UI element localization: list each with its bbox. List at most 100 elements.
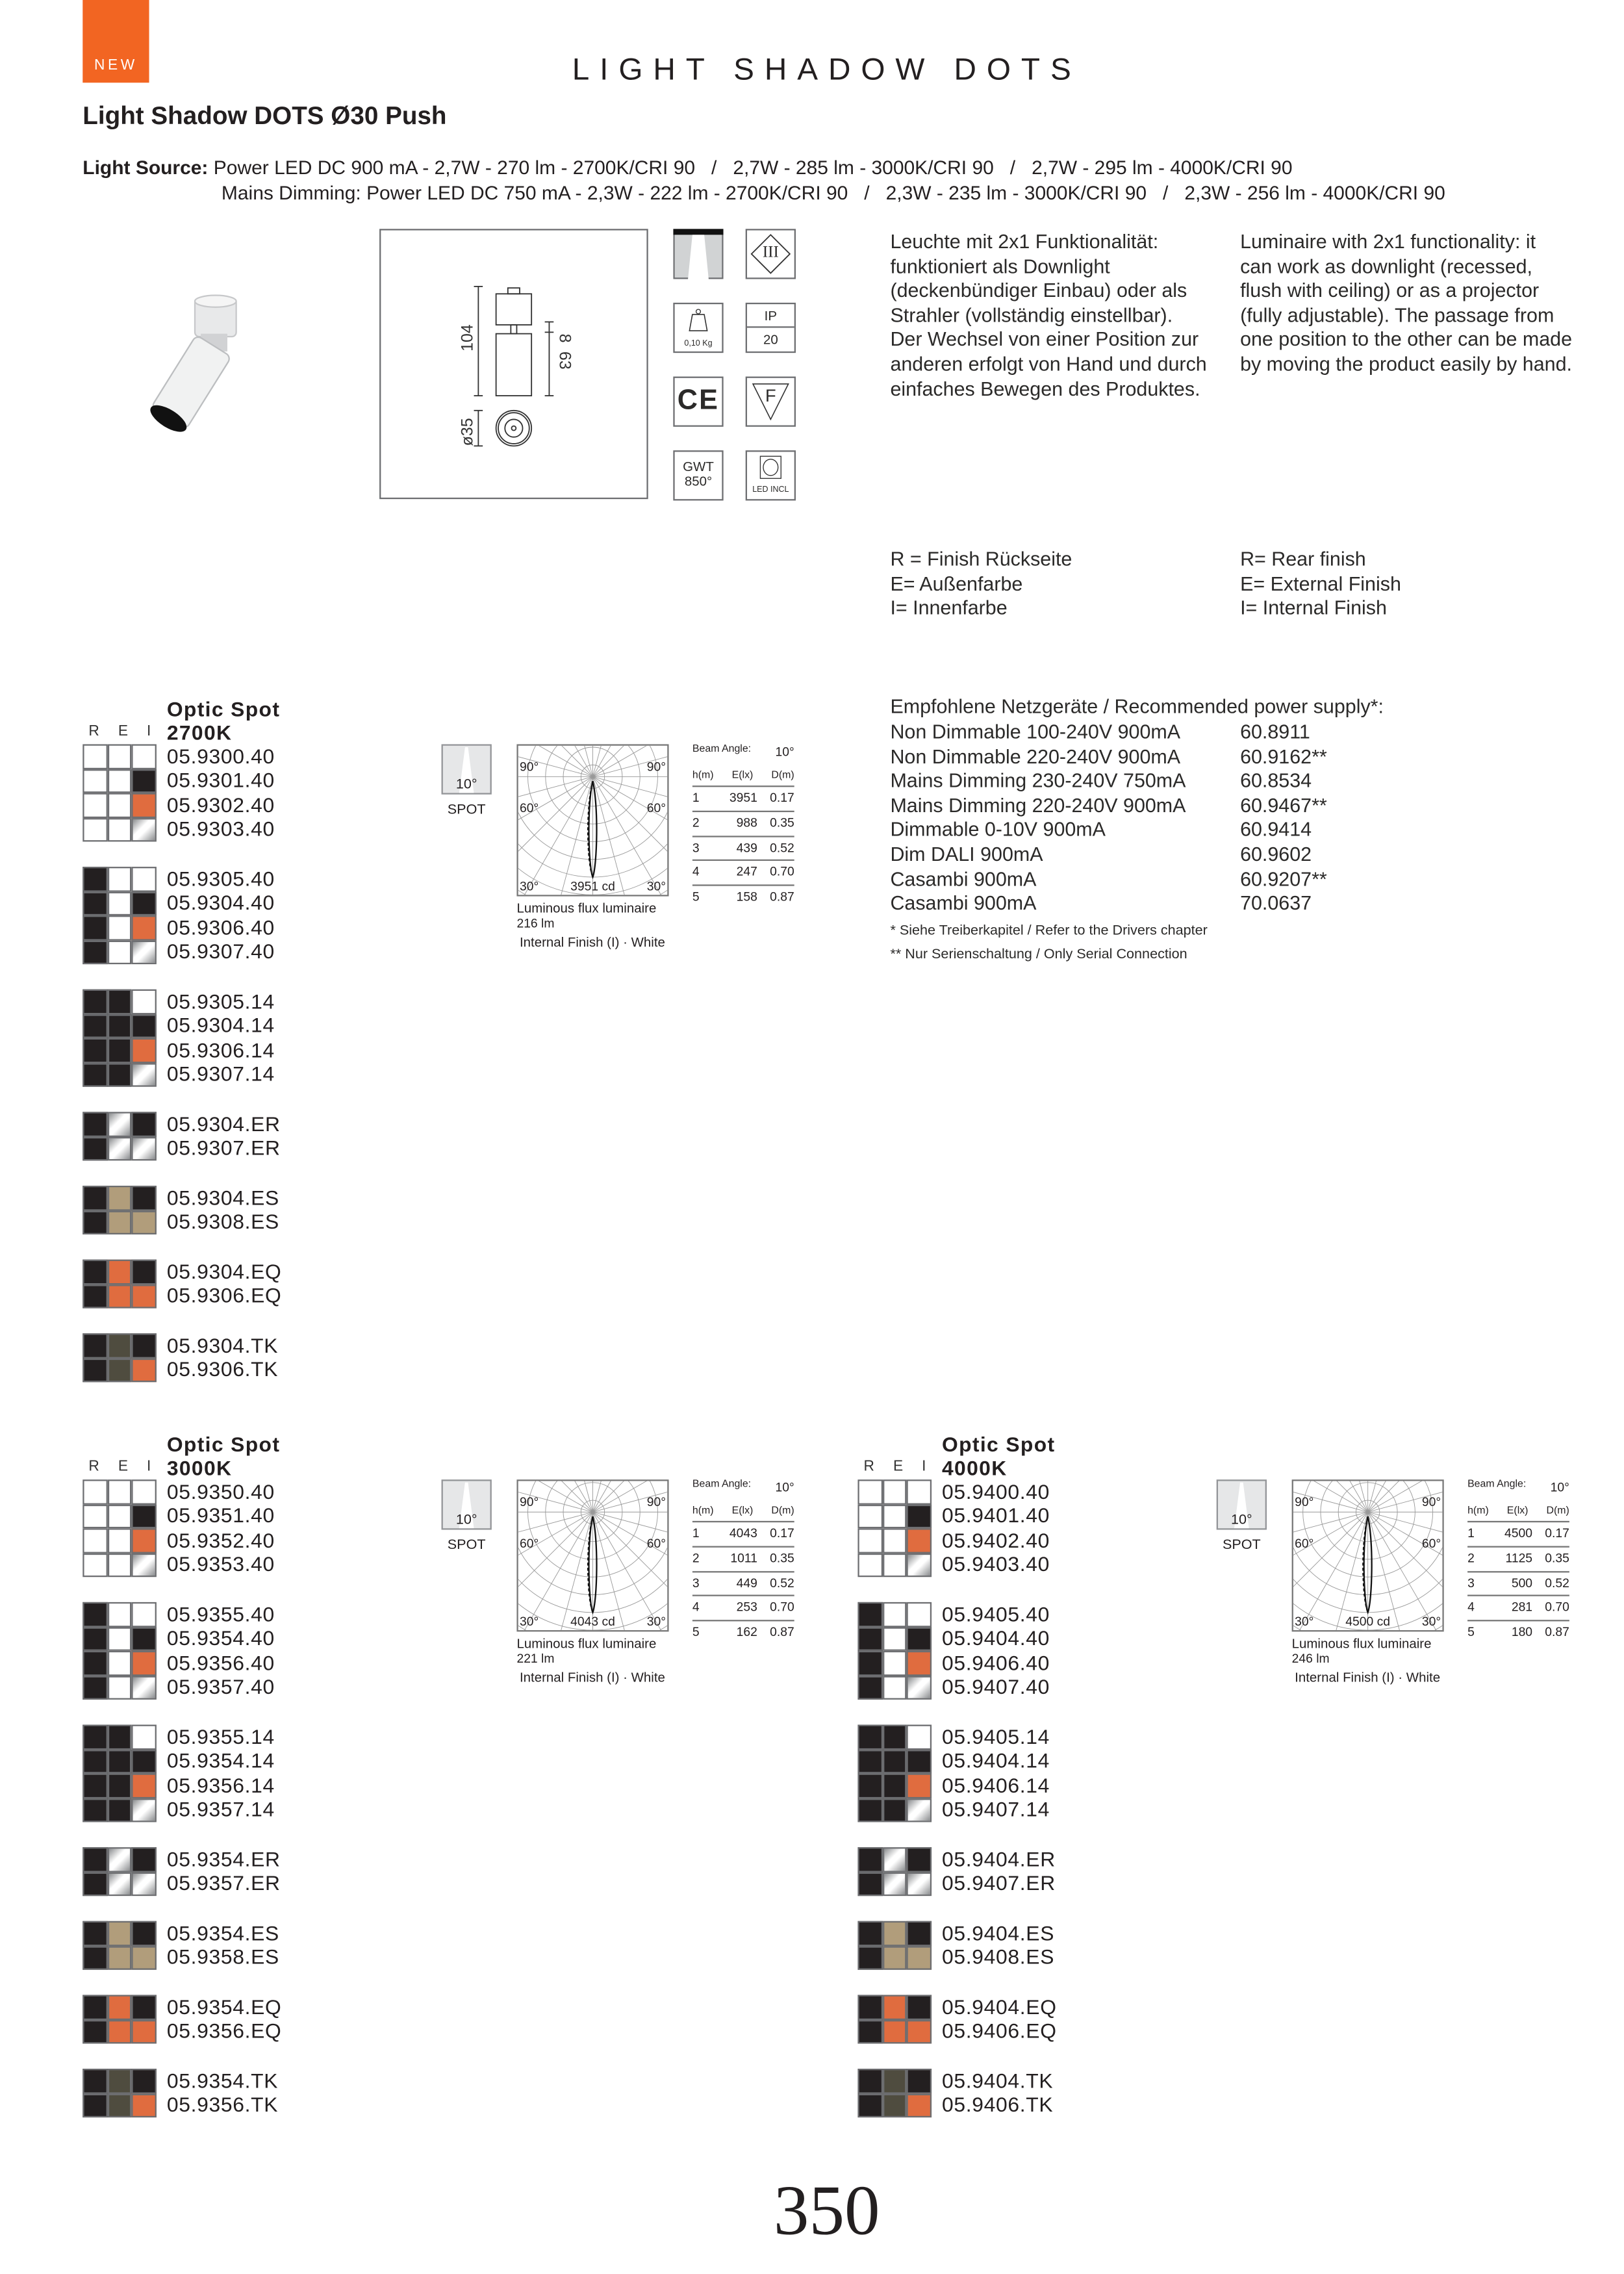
finish-swatch (107, 1602, 132, 1627)
polar-label-60-left: 60° (519, 800, 539, 815)
table-cell: 0.87 (770, 1624, 794, 1640)
led-included-label: LED INCL (752, 485, 789, 495)
section-title: Optic Spot (941, 1432, 1056, 1456)
finish-swatch (82, 867, 107, 891)
dim-gap: 8 (555, 334, 574, 343)
finish-swatch (131, 1749, 156, 1774)
finish-swatch (857, 1602, 882, 1627)
ce-mark-icon: CE (673, 376, 724, 427)
finish-swatch (107, 1528, 132, 1553)
finish-swatch (82, 1995, 107, 2019)
article-code: 05.9307.14 (166, 1062, 275, 1086)
table-row: 3 449 0.52 (692, 1572, 794, 1597)
finish-swatch (82, 1062, 107, 1087)
color-temperature: 3000K (166, 1455, 233, 1480)
table-row: 3 500 0.52 (1467, 1572, 1569, 1597)
finish-swatch (857, 1503, 882, 1529)
article-code: 05.9307.40 (166, 939, 275, 964)
finish-swatch (131, 1357, 156, 1383)
finish-swatch (131, 1136, 156, 1161)
table-column-header: h(m) (692, 1506, 714, 1517)
table-row: 1 3951 0.17 (692, 787, 794, 812)
power-supply-row: Non Dimmable 220-240V 900mA 60.9162** (890, 745, 1480, 770)
article-code: 05.9357.ER (166, 1871, 281, 1895)
finish-swatch (107, 1112, 132, 1136)
finish-swatch (107, 1333, 132, 1358)
table-column-header: E(lx) (731, 771, 754, 782)
power-supply-name: Mains Dimming 230-240V 750mA (890, 769, 1186, 792)
class-iii-label: III (762, 243, 779, 262)
color-temperature: 4000K (941, 1455, 1008, 1480)
ip-value: 20 (763, 332, 778, 348)
finish-swatch (82, 1945, 107, 1970)
legend-en-r: R= Rear finish (1240, 548, 1366, 570)
finish-swatch (107, 817, 132, 842)
finish-swatch (857, 1773, 882, 1798)
table-column-header: D(m) (771, 771, 794, 782)
power-supply-row: Dim DALI 900mA 60.9602 (890, 843, 1480, 868)
article-code: 05.9407.ER (941, 1871, 1056, 1895)
article-code: 05.9406.40 (941, 1650, 1050, 1674)
polar-label-90-right: 90° (646, 759, 666, 774)
dimension-drawing: 104 8 63 ø35 (379, 229, 648, 500)
f-mark-label: F (765, 385, 776, 406)
finish-swatch (131, 1038, 156, 1063)
finish-swatch (857, 2019, 882, 2044)
finish-swatch (82, 1675, 107, 1700)
finish-swatch (131, 1995, 156, 2019)
table-cell: 0.70 (770, 1600, 794, 1615)
finish-swatch (131, 744, 156, 769)
polar-label-90-right: 90° (1421, 1494, 1441, 1509)
finish-swatch (107, 1724, 132, 1750)
ce-mark-label: CE (677, 385, 720, 416)
polar-grid-ray (1367, 1492, 1443, 1513)
optic-label: SPOT (1222, 1537, 1261, 1553)
finish-swatch (882, 1650, 907, 1676)
finish-swatch (131, 1945, 156, 1970)
polar-peak-intensity: 4500 cd (1345, 1614, 1391, 1629)
polar-grid-ray (592, 745, 624, 777)
table-cell: 449 (736, 1575, 757, 1590)
polar-intensity-curve-c90 (1362, 1516, 1369, 1613)
finish-swatch (882, 1749, 907, 1774)
beam-angle-row: Beam Angle: 10° (692, 1479, 794, 1494)
dim-total-height: 104 (458, 324, 476, 351)
finish-swatch (857, 1675, 882, 1700)
polar-grid-ray (1299, 1512, 1369, 1631)
finish-swatch (82, 939, 107, 965)
table-cell: 0.35 (770, 815, 794, 830)
finish-swatch (107, 1773, 132, 1798)
polar-label-60-right: 60° (1421, 1535, 1441, 1551)
polar-grid-ray (538, 745, 593, 777)
ip-label: IP (746, 304, 794, 328)
table-cell: 1011 (730, 1550, 757, 1565)
finish-swatch (82, 1136, 107, 1161)
table-cell: 0.52 (770, 839, 794, 854)
finish-swatch (131, 1773, 156, 1798)
table-cell: 5 (1467, 1624, 1475, 1640)
light-source-line-2: Mains Dimming: Power LED DC 750 mA - 2,3… (221, 181, 1445, 204)
table-cell: 247 (736, 864, 757, 880)
finish-swatch (906, 1724, 931, 1750)
table-column-header: E(lx) (731, 1506, 754, 1517)
finish-swatch (882, 1724, 907, 1750)
article-code: 05.9352.40 (166, 1527, 275, 1552)
polar-grid-ray (1336, 1512, 1369, 1631)
table-cell: 0.70 (1545, 1600, 1569, 1615)
power-supply-row: Mains Dimming 230-240V 750mA 60.8534 (890, 770, 1480, 795)
table-cell: 281 (1511, 1600, 1533, 1615)
finish-swatch (107, 1185, 132, 1210)
finish-swatch (857, 2093, 882, 2118)
finish-swatch (82, 1602, 107, 1627)
finish-swatch (857, 1552, 882, 1578)
article-code: 05.9357.40 (166, 1674, 275, 1699)
polar-grid-ray (574, 745, 593, 777)
power-supply-name: Casambi 900mA (890, 867, 1037, 890)
finish-swatch (131, 867, 156, 891)
flux-value: 246 lm (1291, 1650, 1330, 1666)
finish-swatch (857, 1479, 882, 1504)
power-supply-list: Non Dimmable 100-240V 900mA 60.8911 Non Di… (890, 721, 1480, 917)
finish-swatch (906, 1921, 931, 1946)
finish-swatch (107, 2093, 132, 2118)
table-cell: 4500 (1504, 1525, 1533, 1540)
